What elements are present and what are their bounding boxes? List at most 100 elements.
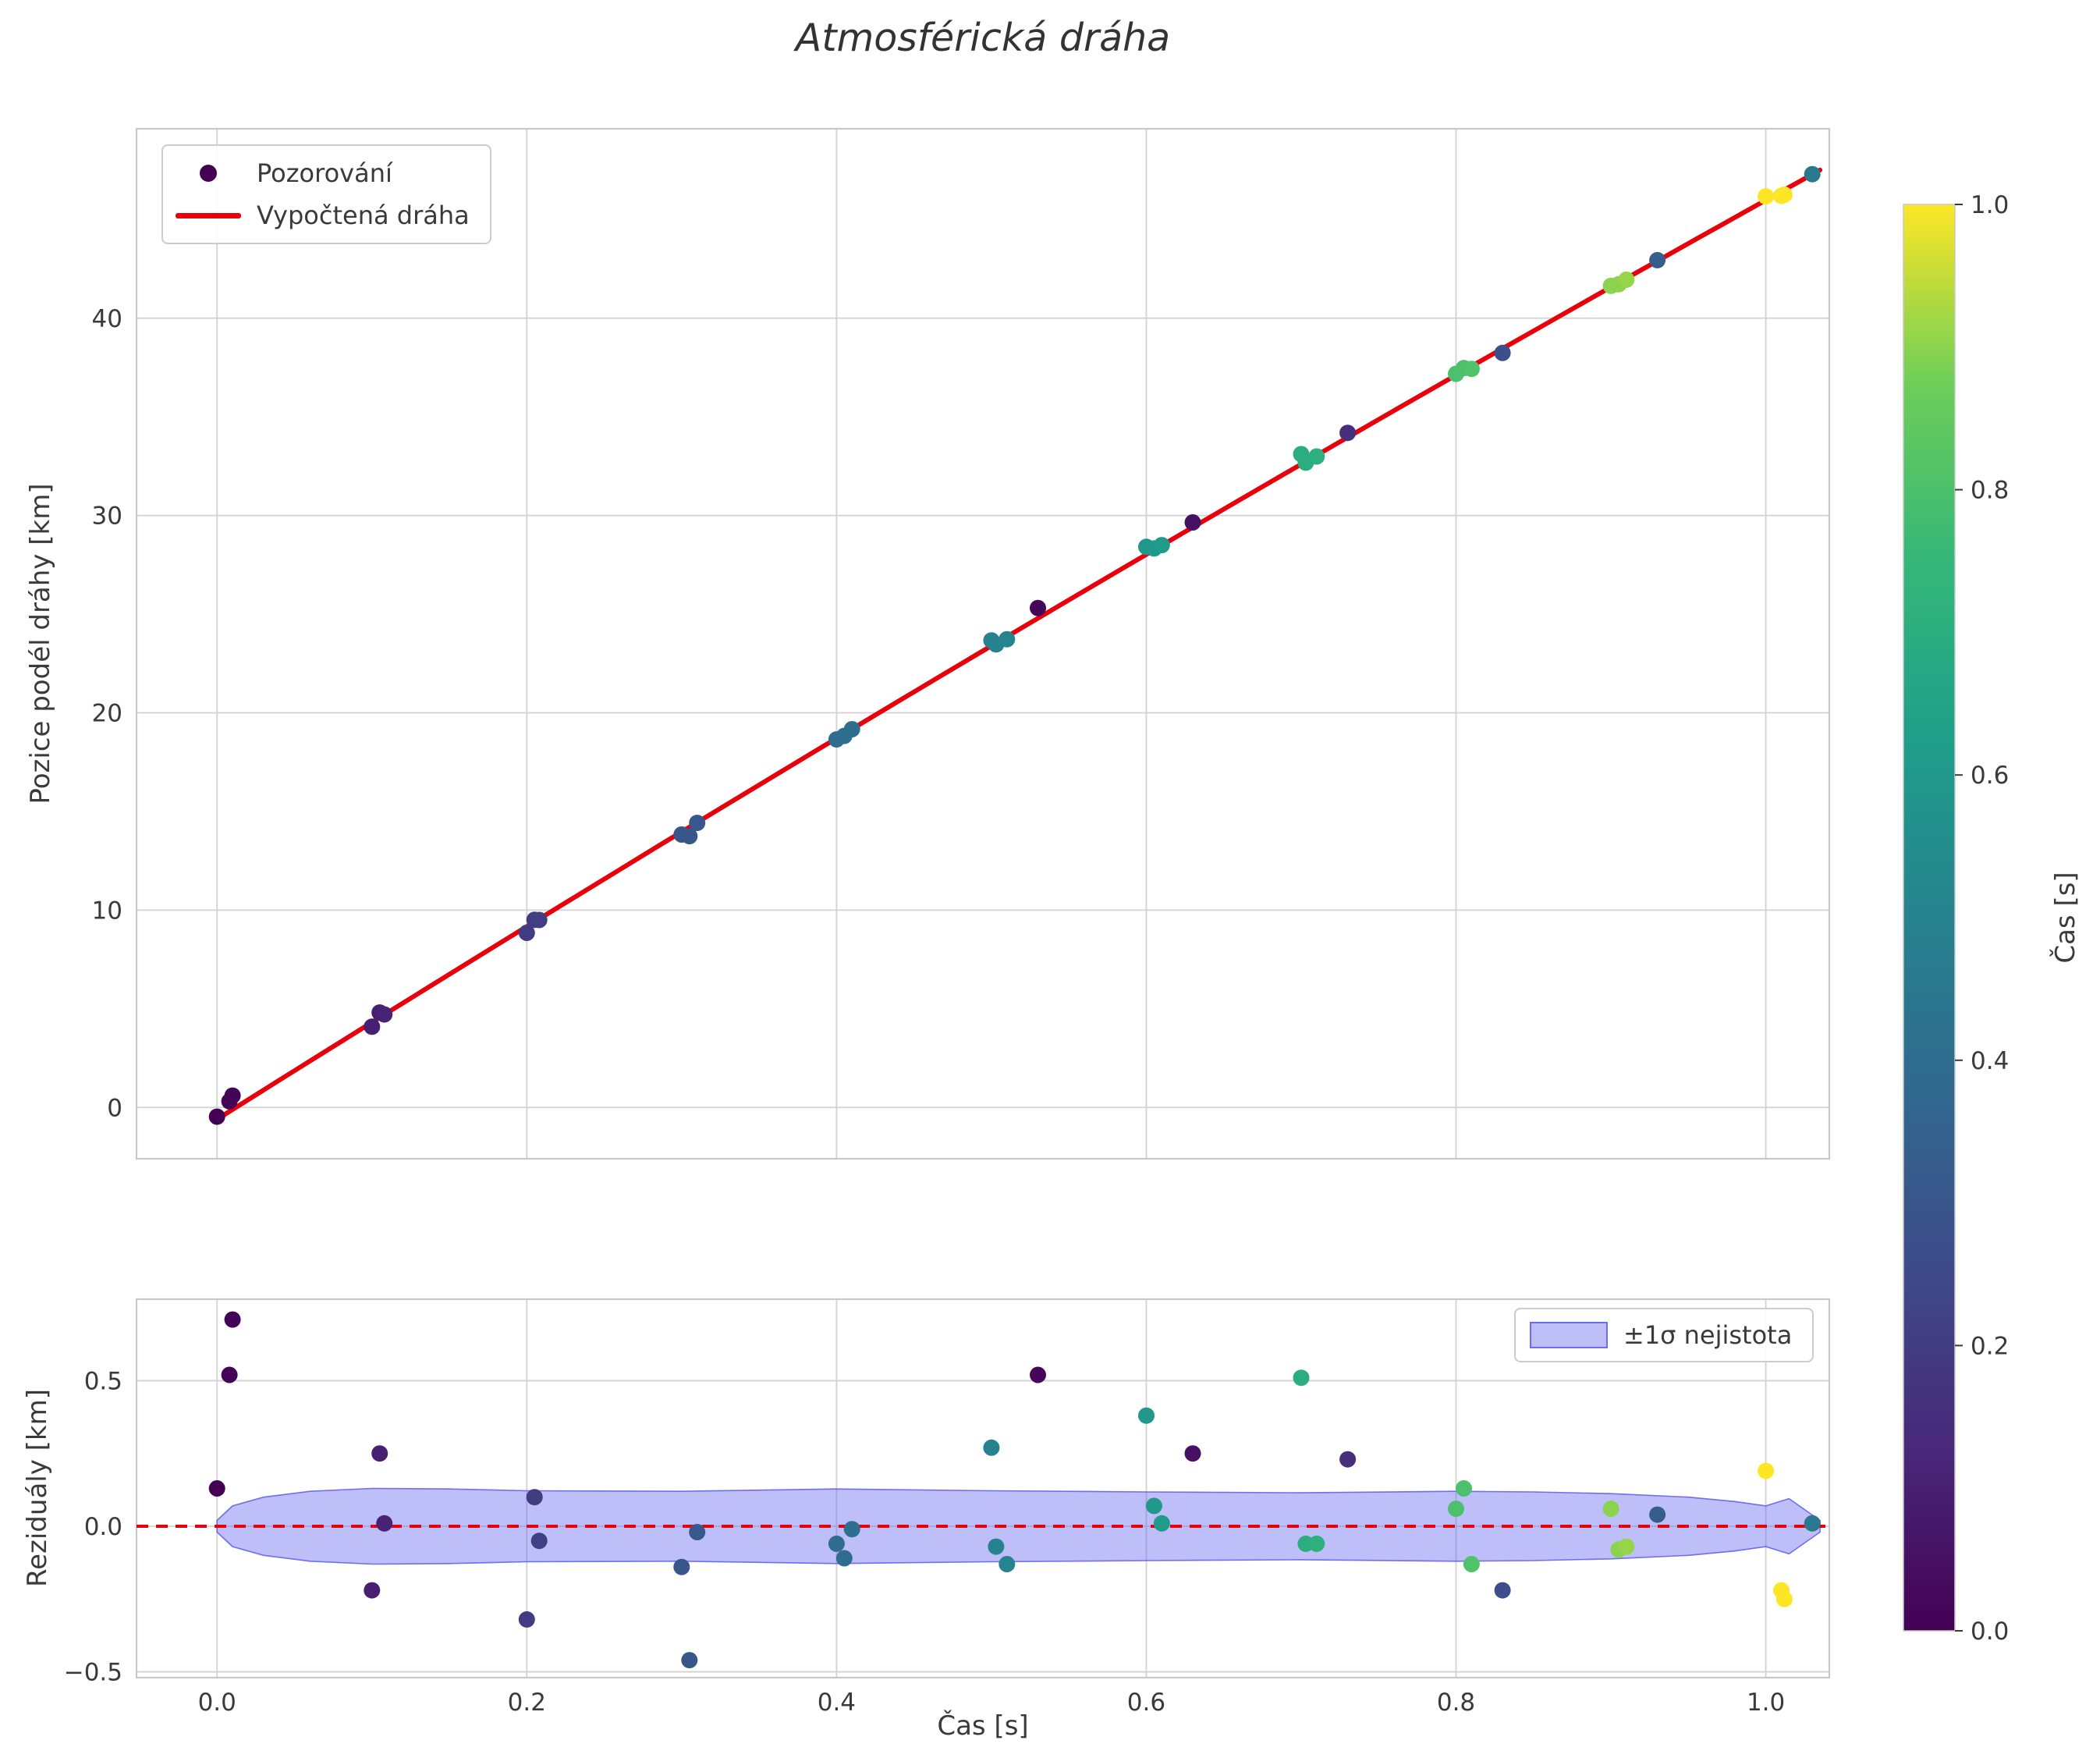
legend-label-fitted-line: Vypočtená dráha xyxy=(257,201,470,230)
residual-point xyxy=(1456,1480,1472,1497)
y-axis-label-residuals: Reziduály [km] xyxy=(22,1389,53,1587)
residual-point xyxy=(1339,1451,1357,1468)
observation-point xyxy=(1308,448,1325,465)
observation-point xyxy=(681,828,698,845)
residual-point xyxy=(1030,1366,1046,1383)
observation-point xyxy=(1758,188,1775,205)
x-tick-label: 0.2 xyxy=(508,1689,546,1717)
residual-point xyxy=(208,1480,225,1497)
observation-point xyxy=(364,1018,381,1035)
legend-label-observations: Pozorování xyxy=(257,158,392,188)
x-tick-label: 0.6 xyxy=(1127,1689,1165,1717)
colorbar-tick-label: 0.0 xyxy=(1971,1618,2009,1646)
observation-point xyxy=(689,815,706,832)
observation-point xyxy=(224,1087,241,1104)
residual-point xyxy=(526,1489,543,1506)
fitted-line xyxy=(215,167,1823,1122)
y-tick-label: 0 xyxy=(107,1094,122,1122)
observation-point xyxy=(208,1108,225,1125)
residual-point xyxy=(1618,1538,1635,1555)
y-tick-label: 20 xyxy=(92,700,122,728)
residual-point xyxy=(1649,1506,1666,1523)
axes-frame xyxy=(135,127,1831,1160)
residual-point xyxy=(681,1652,698,1669)
scatter-marker-icon xyxy=(200,165,217,182)
y-tick-label: −0.5 xyxy=(64,1659,122,1687)
residual-point xyxy=(221,1366,238,1383)
line-swatch-area xyxy=(176,212,241,218)
observation-point xyxy=(1649,251,1666,268)
observation-point xyxy=(1153,537,1170,554)
y-tick-label: 30 xyxy=(92,503,122,531)
residual-point xyxy=(1494,1582,1511,1599)
residual-point xyxy=(1138,1407,1155,1424)
residual-point xyxy=(1145,1497,1162,1515)
observation-point xyxy=(999,630,1016,648)
y-tick-label: 0.5 xyxy=(84,1367,122,1395)
legend-trajectory: Pozorování Vypočtená dráha xyxy=(161,144,491,244)
observation-point xyxy=(843,721,860,737)
residual-point xyxy=(828,1535,845,1552)
observation-point xyxy=(1494,344,1511,361)
residual-point xyxy=(224,1311,241,1328)
residual-point xyxy=(1293,1369,1310,1387)
residual-point xyxy=(999,1556,1016,1572)
band-swatch-icon xyxy=(1530,1322,1608,1348)
chart-title: Atmosférická dráha xyxy=(795,16,1171,60)
legend-residuals: ±1σ nejistota xyxy=(1514,1308,1814,1362)
legend-item-uncertainty: ±1σ nejistota xyxy=(1530,1320,1792,1350)
legend-label-uncertainty: ±1σ nejistota xyxy=(1623,1320,1793,1350)
residual-point xyxy=(1602,1501,1619,1518)
observation-point xyxy=(1184,514,1201,531)
residual-point xyxy=(1804,1515,1821,1532)
colorbar-tick-label: 1.0 xyxy=(1971,191,2009,219)
residual-point xyxy=(983,1439,1000,1456)
colorbar-label: Čas [s] xyxy=(2050,872,2081,964)
residual-point xyxy=(364,1582,381,1599)
colorbar-tick-label: 0.4 xyxy=(1971,1047,2009,1075)
colorbar-gradient xyxy=(1903,204,1956,1632)
residual-point xyxy=(530,1532,548,1550)
observation-point xyxy=(376,1006,393,1023)
residual-plot: 0.0 0.2 0.4 0.6 0.8 1.0 −0.5 0.0 0.5 xyxy=(64,1298,1831,1717)
observation-point xyxy=(518,925,535,941)
residual-point xyxy=(376,1515,393,1532)
residual-point xyxy=(988,1538,1005,1555)
observation-point xyxy=(1775,186,1793,203)
observation-point xyxy=(1804,165,1821,183)
colorbar-tick-label: 0.2 xyxy=(1971,1332,2009,1360)
x-tick-label: 1.0 xyxy=(1747,1689,1785,1717)
observation-point xyxy=(1339,424,1357,442)
colorbar-tick-label: 0.6 xyxy=(1971,762,2009,790)
axes-frame xyxy=(135,1298,1831,1679)
residual-point xyxy=(518,1611,535,1628)
residual-point xyxy=(1758,1462,1775,1479)
residual-point xyxy=(1184,1445,1201,1462)
y-tick-label: 10 xyxy=(92,897,122,925)
residual-point xyxy=(1463,1556,1480,1572)
y-axis-label-trajectory: Pozice podél dráhy [km] xyxy=(25,483,56,804)
observation-point xyxy=(1618,271,1635,288)
legend-item-fitted-line: Vypočtená dráha xyxy=(176,201,470,230)
legend-item-observations: Pozorování xyxy=(176,158,470,188)
residual-point xyxy=(371,1445,388,1462)
residual-point xyxy=(1308,1535,1325,1552)
y-tick-label: 40 xyxy=(92,305,122,333)
residual-point xyxy=(673,1558,690,1575)
observation-point xyxy=(530,911,548,929)
observation-point xyxy=(1030,599,1046,616)
marker-swatch-area xyxy=(176,165,241,182)
residual-point xyxy=(1775,1590,1793,1607)
x-axis-label: Čas [s] xyxy=(937,1710,1029,1742)
residual-point xyxy=(835,1550,853,1567)
colorbar-tick-label: 0.8 xyxy=(1971,477,2009,505)
residual-point xyxy=(843,1521,860,1538)
observation-point xyxy=(1463,360,1480,378)
x-tick-label: 0.8 xyxy=(1437,1689,1475,1717)
residual-point xyxy=(1448,1501,1464,1518)
x-tick-label: 0.0 xyxy=(198,1689,236,1717)
residual-point xyxy=(1153,1515,1170,1532)
x-tick-label: 0.4 xyxy=(818,1689,856,1717)
